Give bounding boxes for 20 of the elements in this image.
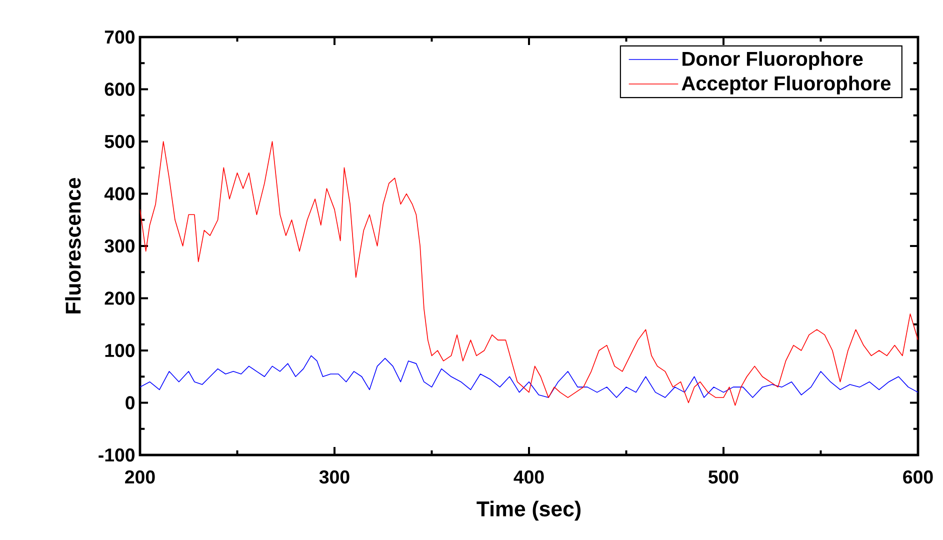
x-tick-label: 500 bbox=[708, 470, 738, 484]
y-tick-label: 0 bbox=[126, 396, 135, 410]
y-axis-title: Fluorescence bbox=[65, 178, 81, 314]
y-tick-label: 100 bbox=[105, 344, 135, 358]
x-tick-label: 200 bbox=[125, 470, 155, 484]
x-tick-label: 400 bbox=[514, 470, 544, 484]
y-tick-label: 400 bbox=[104, 187, 135, 200]
x-tick-label: 300 bbox=[319, 470, 350, 484]
line-series bbox=[140, 355, 918, 398]
x-axis-title: Time (sec) bbox=[476, 500, 580, 521]
y-tick-label: 600 bbox=[104, 82, 135, 96]
legend-label: Donor Fluorophore bbox=[682, 51, 863, 70]
legend-label: Acceptor Fluorophore bbox=[682, 76, 891, 94]
x-tick-label: 600 bbox=[903, 470, 933, 484]
y-tick-label: 200 bbox=[104, 292, 135, 305]
y-tick-label: -100 bbox=[98, 448, 135, 462]
line-series bbox=[140, 141, 918, 406]
y-tick-label: 300 bbox=[104, 239, 135, 253]
y-tick-label: 500 bbox=[104, 134, 135, 148]
y-tick-label: 700 bbox=[104, 30, 135, 44]
